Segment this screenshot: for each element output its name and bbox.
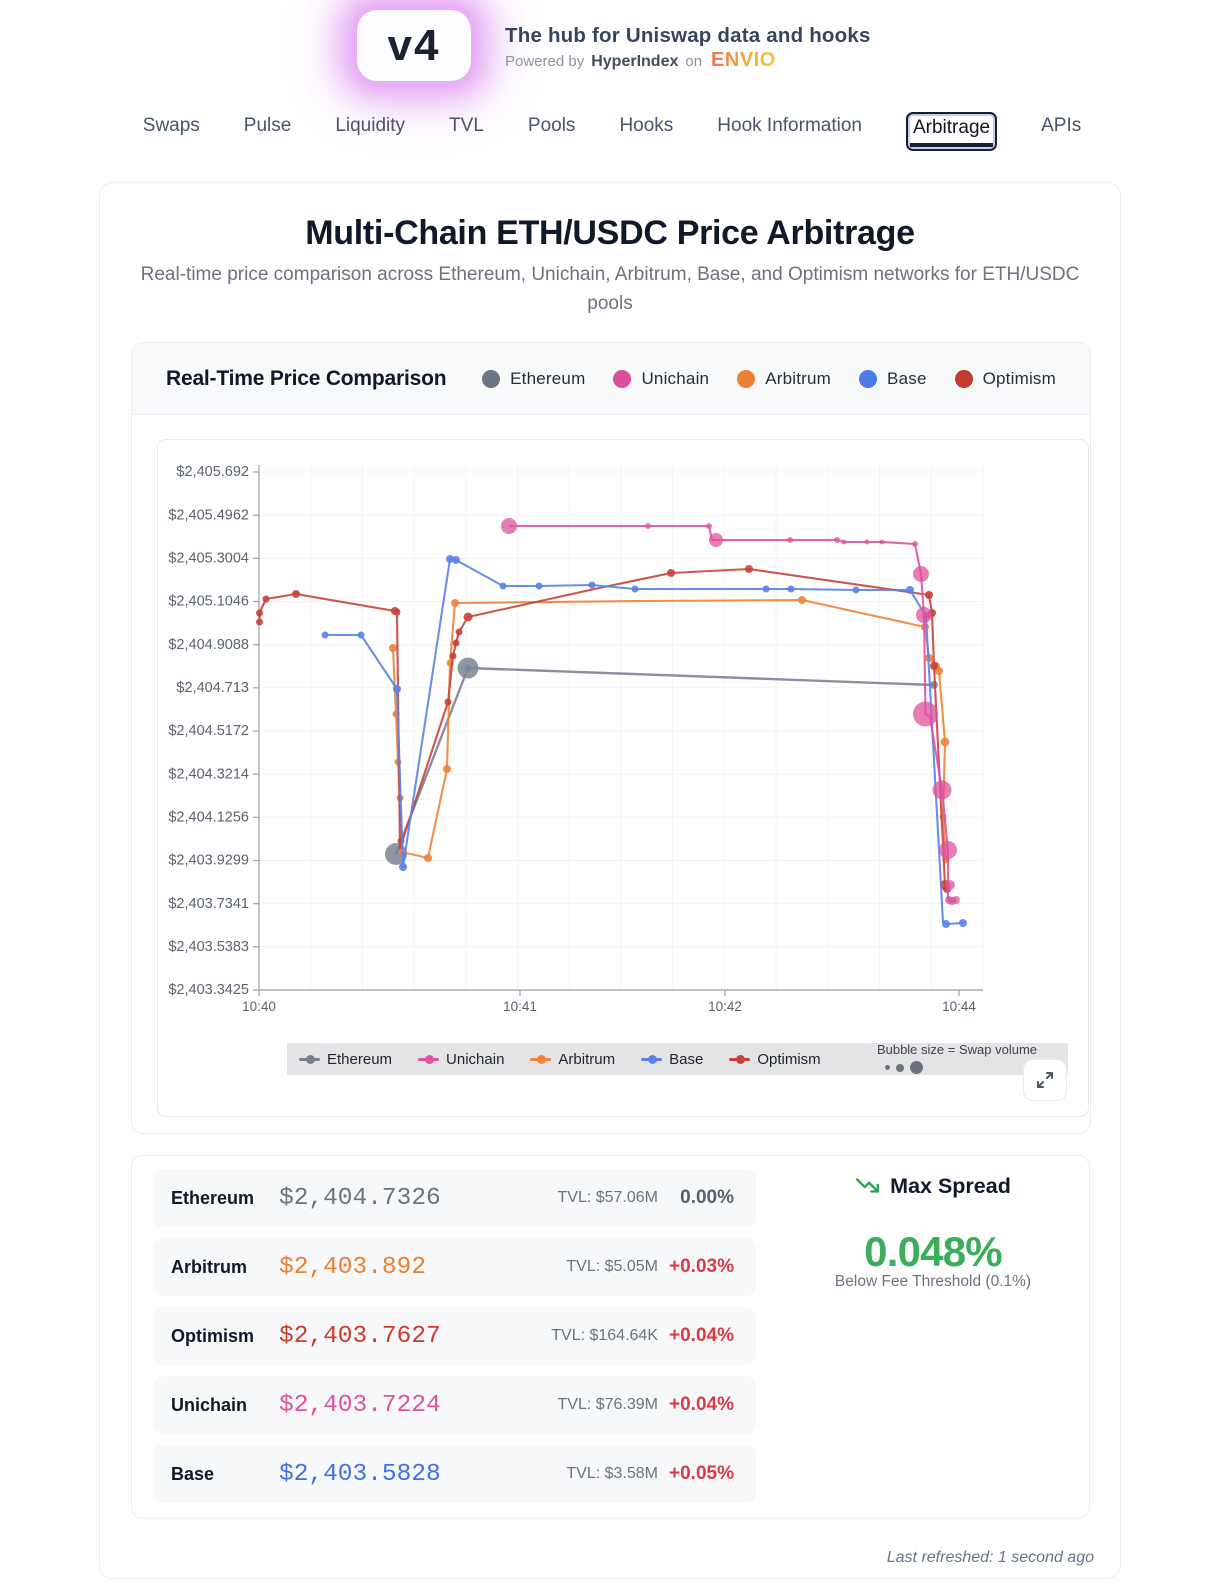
svg-text:$2,405.3004: $2,405.3004 [168,551,249,567]
svg-text:$2,403.9299: $2,403.9299 [168,853,249,869]
svg-text:10:42: 10:42 [708,999,742,1014]
svg-text:$2,405.1046: $2,405.1046 [168,594,249,610]
svg-text:$2,403.5383: $2,403.5383 [168,939,249,955]
svg-text:10:40: 10:40 [242,999,276,1014]
svg-text:$2,405.692: $2,405.692 [176,464,249,480]
svg-text:$2,404.1256: $2,404.1256 [168,810,249,826]
svg-text:$2,404.9088: $2,404.9088 [168,637,249,653]
svg-text:$2,405.4962: $2,405.4962 [168,507,249,523]
svg-text:10:44: 10:44 [942,999,976,1014]
svg-text:$2,404.5172: $2,404.5172 [168,723,249,739]
svg-text:10:41: 10:41 [503,999,537,1014]
svg-text:$2,404.713: $2,404.713 [176,680,249,696]
svg-text:$2,404.3214: $2,404.3214 [168,766,249,782]
svg-text:$2,403.7341: $2,403.7341 [168,896,249,912]
svg-text:$2,403.3425: $2,403.3425 [168,982,249,998]
